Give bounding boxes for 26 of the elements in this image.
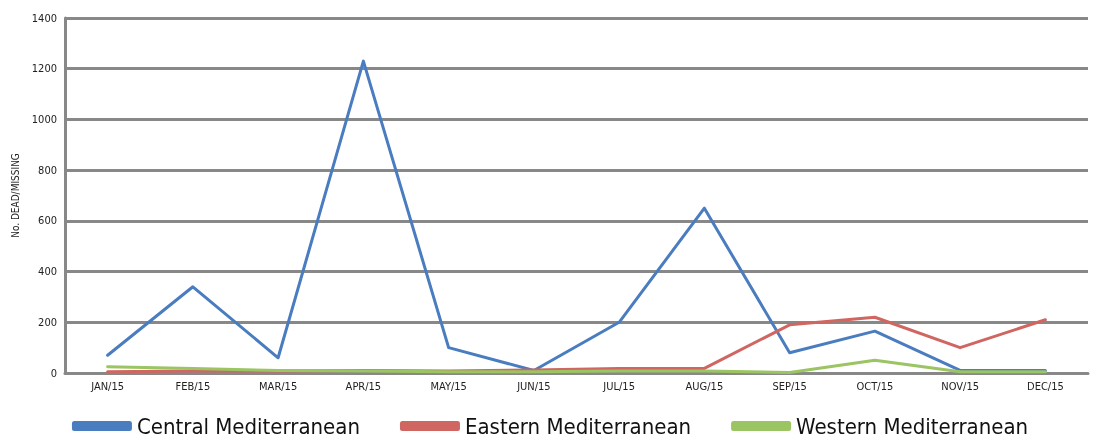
x-tick-label: JUN/15 bbox=[516, 380, 551, 393]
y-tick-label: 200 bbox=[38, 315, 57, 329]
x-tick-label: DEC/15 bbox=[1027, 380, 1064, 393]
y-tick-label: 1400 bbox=[31, 11, 57, 25]
x-tick-label: APR/15 bbox=[345, 380, 382, 393]
y-axis-title: No. DEAD/MISSING bbox=[10, 153, 22, 238]
x-tick-label: FEB/15 bbox=[175, 380, 211, 393]
legend-label: Western Mediterranean bbox=[796, 413, 1029, 439]
line-series bbox=[106, 358, 1047, 374]
y-tick-label: 1000 bbox=[31, 112, 57, 126]
y-tick-label: 600 bbox=[38, 214, 57, 228]
x-tick-label: NOV/15 bbox=[941, 380, 979, 393]
legend-label: Central Mediterranean bbox=[136, 413, 360, 439]
x-tick-label: MAR/15 bbox=[259, 380, 298, 393]
x-tick-label: SEP/15 bbox=[772, 380, 807, 393]
x-tick-label: AUG/15 bbox=[685, 380, 724, 393]
y-tick-label: 1200 bbox=[31, 62, 57, 76]
x-tick-label: OCT/15 bbox=[856, 380, 894, 393]
x-tick-label: JUL/15 bbox=[602, 380, 635, 393]
x-tick-label: JAN/15 bbox=[90, 380, 125, 393]
y-tick-label: 800 bbox=[38, 163, 57, 177]
x-tick-label: MAY/15 bbox=[430, 380, 467, 393]
y-tick-label: 400 bbox=[38, 265, 57, 279]
y-tick-label: 0 bbox=[50, 366, 57, 380]
line-series bbox=[106, 59, 1047, 372]
legend-label: Eastern Mediterranean bbox=[464, 413, 692, 439]
